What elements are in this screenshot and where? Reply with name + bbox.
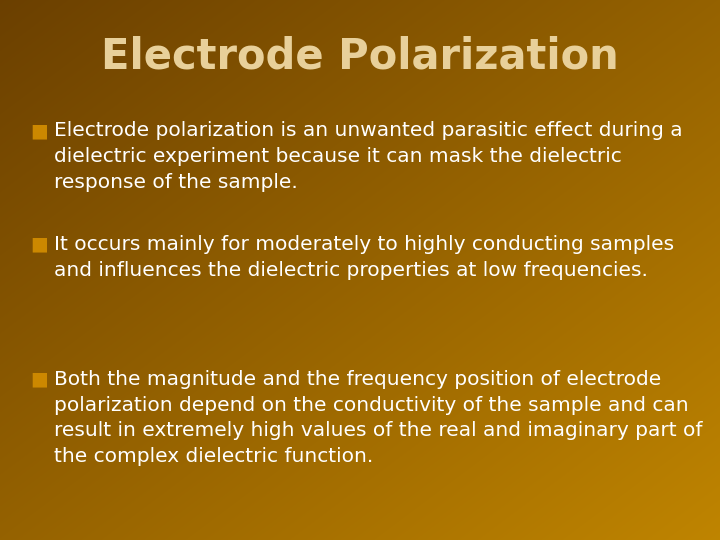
Text: Both the magnitude and the frequency position of electrode
polarization depend o: Both the magnitude and the frequency pos… (54, 370, 703, 466)
Text: Electrode polarization is an unwanted parasitic effect during a
dielectric exper: Electrode polarization is an unwanted pa… (54, 122, 683, 192)
Text: ■: ■ (31, 122, 48, 140)
Text: ■: ■ (31, 370, 48, 389)
Text: Electrode Polarization: Electrode Polarization (101, 35, 619, 77)
Text: It occurs mainly for moderately to highly conducting samples
and influences the : It occurs mainly for moderately to highl… (54, 235, 674, 280)
Text: ■: ■ (31, 235, 48, 254)
